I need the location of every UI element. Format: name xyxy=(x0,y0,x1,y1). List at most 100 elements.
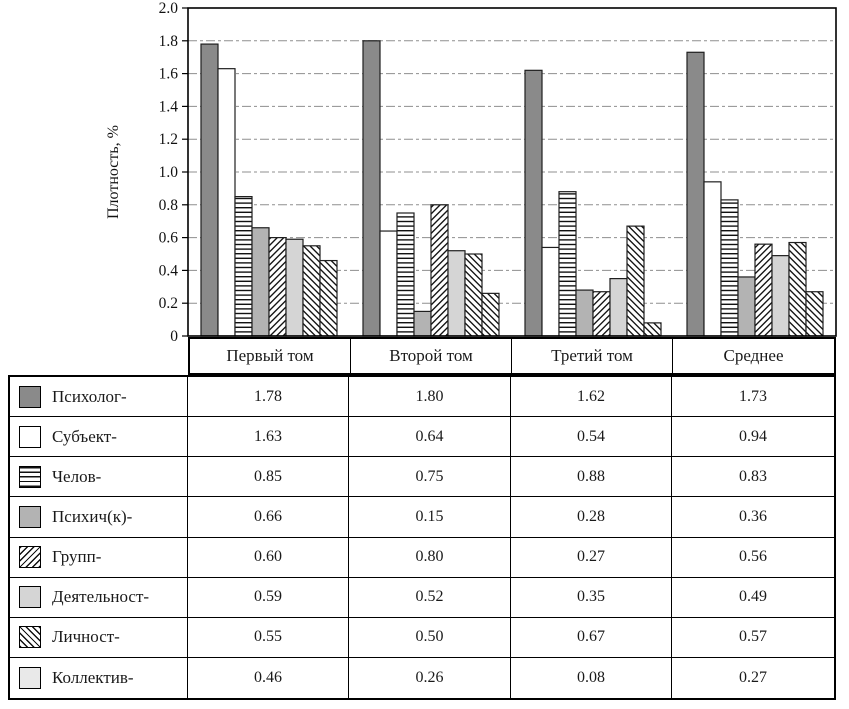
legend-label: Психолог- xyxy=(52,386,127,406)
bar xyxy=(379,230,398,337)
table-cell: 0.08 xyxy=(511,657,672,698)
table-cell: 0.94 xyxy=(739,427,767,445)
legend-label: Психич(к)- xyxy=(52,506,133,526)
y-tick-label: 2.0 xyxy=(159,0,179,17)
table-cell: 0.60 xyxy=(188,537,349,577)
bar xyxy=(609,278,628,337)
legend-swatch-white xyxy=(19,425,41,448)
bar xyxy=(720,199,739,337)
bar xyxy=(464,253,483,337)
legend-cell: Коллектив- xyxy=(10,657,188,698)
table-row: Деятельност- 0.59 0.52 0.35 0.49 xyxy=(10,577,834,618)
legend-cell: Психолог- xyxy=(10,377,188,417)
y-tick-label: 1.6 xyxy=(159,66,179,83)
table-row: Групп- 0.60 0.80 0.27 0.56 xyxy=(10,537,834,578)
data-table: Психолог- 1.78 1.80 1.62 1.73 Субъект- 1… xyxy=(8,375,836,700)
legend-swatch-diagonal-down xyxy=(19,626,41,649)
table-cell: 0.83 xyxy=(739,467,767,485)
y-tick-label: 0.2 xyxy=(159,295,178,312)
bar xyxy=(754,243,773,337)
legend-swatch-solid-extralight xyxy=(19,666,41,689)
y-tick-label: 0.6 xyxy=(159,230,179,247)
table-cell: 1.73 xyxy=(739,387,767,405)
bar xyxy=(251,227,270,337)
legend-swatch-horizontal-lines xyxy=(19,465,41,488)
legend-cell: Групп- xyxy=(10,537,188,577)
y-tick-label: 0.8 xyxy=(159,197,179,214)
table-cell: 0.67 xyxy=(511,617,672,657)
bar xyxy=(737,276,756,337)
bar-chart: 0 0.2 0.4 0.6 0.8 1.0 1.2 1.4 1.6 1.8 2.0 Плотность… xyxy=(105,0,837,345)
table-cell: 0.35 xyxy=(511,577,672,617)
legend-label: Субъект- xyxy=(52,426,117,446)
bar xyxy=(788,241,807,337)
table-header-row: Первый том Второй том Третий том Среднее xyxy=(188,337,836,375)
legend-cell: Деятельност- xyxy=(10,577,188,617)
bar xyxy=(302,245,321,337)
bar xyxy=(447,250,466,337)
table-cell: 0.85 xyxy=(188,457,349,497)
legend-label: Челов- xyxy=(52,466,102,486)
y-tick-label: 1.2 xyxy=(159,131,178,148)
table-cell: 0.75 xyxy=(349,457,511,497)
table-cell: 0.88 xyxy=(511,457,672,497)
legend-label: Личност- xyxy=(52,627,120,647)
column-header-average: Среднее xyxy=(723,346,784,365)
bar xyxy=(703,181,722,337)
table-cell: 0.15 xyxy=(349,497,511,537)
bar xyxy=(413,310,432,337)
legend-cell: Психич(к)- xyxy=(10,497,188,537)
bar xyxy=(643,322,662,337)
bar xyxy=(200,43,219,337)
legend-label: Групп- xyxy=(52,547,102,567)
bar xyxy=(541,246,560,337)
legend-cell: Субъект- xyxy=(10,417,188,457)
table-cell: 0.49 xyxy=(739,588,767,606)
bar xyxy=(592,291,611,337)
table-cell: 0.57 xyxy=(739,628,767,646)
table-cell: 0.27 xyxy=(739,668,767,686)
bar xyxy=(805,291,824,337)
column-header-volume3: Третий том xyxy=(512,339,673,373)
bar xyxy=(575,289,594,337)
table-cell: 0.52 xyxy=(349,577,511,617)
y-tick-label: 1.8 xyxy=(159,33,179,50)
table-row: Коллектив- 0.46 0.26 0.08 0.27 xyxy=(10,657,834,698)
y-tick-label: 0.4 xyxy=(159,262,179,279)
table-cell: 1.78 xyxy=(188,377,349,417)
bar xyxy=(234,196,253,337)
table-row: Личност- 0.55 0.50 0.67 0.57 xyxy=(10,617,834,658)
bar xyxy=(285,238,304,337)
legend-label: Деятельност- xyxy=(52,587,150,607)
table-cell: 0.36 xyxy=(739,507,767,525)
legend-swatch-diagonal-up xyxy=(19,546,41,569)
bar xyxy=(362,40,381,337)
y-axis-title: Плотность, % xyxy=(105,125,122,219)
table-row: Психолог- 1.78 1.80 1.62 1.73 xyxy=(10,377,834,418)
table-cell: 0.46 xyxy=(188,657,349,698)
table-row: Челов- 0.85 0.75 0.88 0.83 xyxy=(10,457,834,498)
bar xyxy=(217,68,236,337)
legend-swatch-solid-dark xyxy=(19,385,41,408)
table-cell: 1.63 xyxy=(188,417,349,457)
bar xyxy=(771,255,790,337)
table-cell: 0.64 xyxy=(349,417,511,457)
legend-cell: Личност- xyxy=(10,617,188,657)
table-cell: 1.62 xyxy=(511,377,672,417)
bar xyxy=(430,204,449,337)
table-row: Субъект- 1.63 0.64 0.54 0.94 xyxy=(10,417,834,458)
bar xyxy=(558,191,577,337)
y-tick-label: 0 xyxy=(170,328,178,345)
table-cell: 1.80 xyxy=(349,377,511,417)
bar xyxy=(268,237,287,337)
legend-swatch-solid-medium xyxy=(19,505,41,528)
table-cell: 0.56 xyxy=(739,548,767,566)
table-cell: 0.54 xyxy=(511,417,672,457)
legend-label: Коллектив- xyxy=(52,667,134,687)
bar xyxy=(524,69,543,337)
table-cell: 0.50 xyxy=(349,617,511,657)
bar xyxy=(319,259,338,337)
y-tick-label: 1.0 xyxy=(159,164,179,181)
table-cell: 0.80 xyxy=(349,537,511,577)
